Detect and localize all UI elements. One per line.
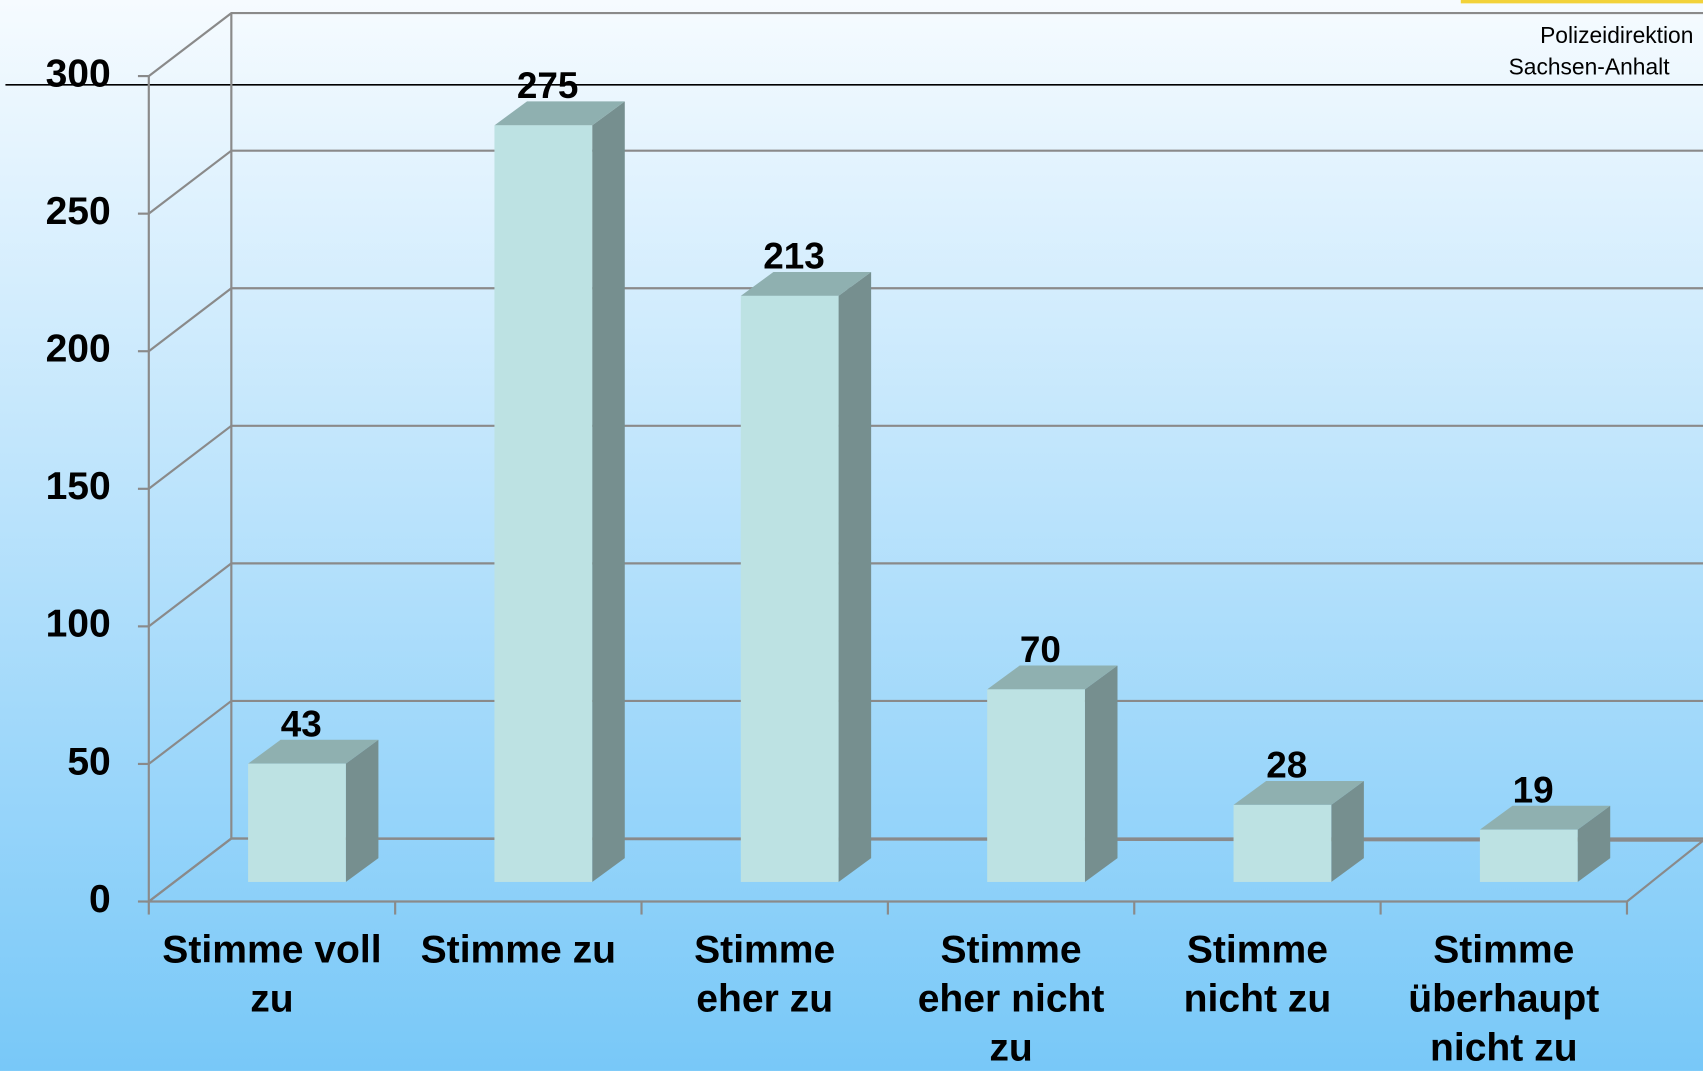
bar — [1233, 781, 1364, 882]
x-tick-label: Stimme zu — [421, 929, 616, 972]
bar-side — [838, 272, 872, 882]
x-tick-label: Stimme voll zu — [162, 929, 381, 1021]
bar-top — [248, 739, 379, 764]
bar-side — [592, 101, 625, 882]
grid-line — [148, 12, 1703, 77]
value-label: 275 — [517, 65, 579, 106]
y-tick-label: 300 — [46, 52, 111, 95]
bar — [987, 665, 1118, 882]
value-label: 28 — [1266, 745, 1307, 786]
plot: 0 50 100 150 200 250 300 Stimme voll zu 43 Stimme … — [46, 12, 1703, 1070]
x-tick-label: Stimme eher zu — [694, 929, 835, 1021]
y-tick-label: 250 — [46, 190, 111, 233]
grid-line — [148, 287, 1703, 353]
bar — [494, 101, 625, 882]
bar — [1479, 805, 1611, 882]
y-tick-label: 0 — [89, 878, 111, 921]
header-line: Polizeidirektion — [1540, 22, 1693, 48]
y-tick-label: 50 — [67, 740, 110, 783]
bar-side — [345, 739, 379, 882]
value-label: 43 — [281, 703, 322, 744]
x-tick-label: Stimme nicht zu — [1184, 929, 1332, 1021]
bar-top — [987, 665, 1118, 690]
bar — [740, 272, 872, 882]
y-tick-label: 100 — [46, 603, 111, 646]
bar-front — [1479, 829, 1578, 882]
bar-top — [740, 272, 872, 296]
bar-top — [1479, 805, 1611, 830]
value-label: 70 — [1020, 629, 1061, 670]
bar-front — [494, 125, 593, 882]
y-tick-label: 150 — [46, 465, 111, 508]
value-label: 213 — [763, 236, 825, 277]
bar-top — [494, 101, 625, 126]
bar-top — [1233, 781, 1364, 805]
grid-line — [148, 699, 1703, 765]
value-label: 19 — [1513, 770, 1554, 811]
bar-front — [740, 295, 839, 882]
bar-side — [1577, 805, 1611, 882]
bar-front — [1233, 804, 1332, 882]
grid-line — [148, 837, 1703, 903]
grid-line — [148, 424, 1703, 490]
y-tick-label: 200 — [46, 328, 111, 371]
bar-front — [987, 689, 1085, 882]
x-tick-label: Stimme überhaupt nicht zu — [1408, 929, 1599, 1070]
grid-line — [148, 562, 1703, 628]
bar — [248, 739, 379, 882]
x-tick-label: Stimme eher nicht zu — [918, 929, 1105, 1070]
bar-front — [248, 763, 346, 882]
grid-line — [148, 149, 1703, 215]
bar-side — [1084, 665, 1118, 882]
header-line: Sachsen-Anhalt — [1509, 53, 1671, 79]
bar-side — [1331, 781, 1364, 882]
